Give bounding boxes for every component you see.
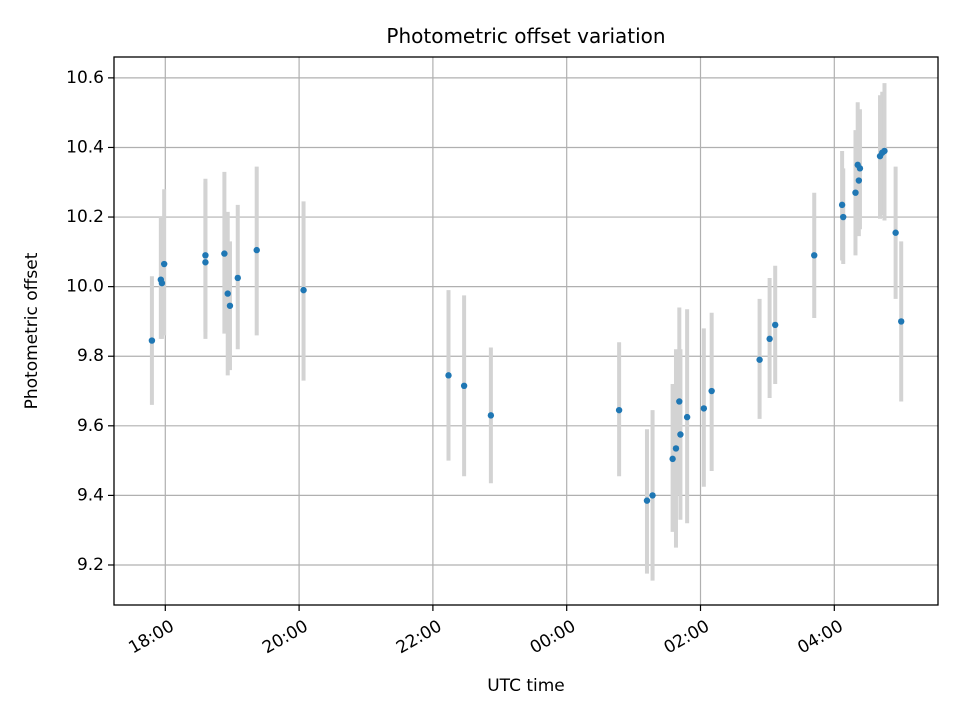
x-tick-label: 20:00: [259, 616, 311, 658]
data-point: [615, 406, 623, 414]
data-point: [300, 286, 307, 294]
y-tick-label: 10.0: [66, 277, 104, 297]
y-tick-label: 10.2: [66, 207, 104, 227]
data-point: [669, 455, 676, 463]
y-tick-label: 9.8: [77, 346, 104, 366]
data-point: [708, 387, 715, 395]
x-tick-label: 02:00: [661, 616, 713, 658]
data-point: [234, 274, 241, 282]
data-point: [460, 382, 468, 389]
data-point: [202, 252, 209, 259]
data-point: [649, 492, 656, 499]
y-tick-label: 10.4: [66, 137, 104, 157]
data-point: [852, 189, 859, 196]
data-point: [881, 147, 888, 155]
data-point: [253, 246, 260, 254]
data-point: [221, 250, 228, 257]
data-point: [766, 335, 773, 343]
chart-title: Photometric offset variation: [386, 24, 665, 48]
data-point: [898, 318, 905, 325]
x-axis-ticks: 18:00 20:00 22:00 00:00 02:00 04:00: [125, 605, 847, 658]
y-tick-label: 9.4: [77, 485, 104, 505]
data-point: [892, 229, 899, 236]
data-point: [148, 337, 156, 344]
data-point: [840, 213, 847, 221]
y-tick-label: 9.6: [77, 416, 104, 436]
data-point: [856, 165, 864, 172]
data-point: [676, 398, 683, 405]
y-axis-ticks: 9.2 9.4 9.6 9.8 10.0 10.2 10.4 10.6: [66, 68, 114, 575]
data-point: [445, 372, 452, 379]
data-point: [226, 302, 234, 309]
data-point: [838, 201, 846, 209]
y-axis-label: Photometric offset: [22, 252, 42, 409]
data-point: [772, 321, 779, 329]
data-point: [672, 445, 680, 452]
error-bars: [149, 83, 904, 581]
data-point: [224, 290, 231, 297]
data-point: [683, 413, 691, 421]
y-tick-label: 9.2: [77, 555, 104, 575]
data-point: [677, 431, 684, 438]
data-point: [700, 405, 708, 412]
data-point: [855, 177, 863, 184]
data-point: [487, 412, 495, 419]
data-points: [148, 147, 905, 504]
data-point: [811, 252, 818, 259]
x-axis-label: UTC time: [487, 676, 565, 696]
y-tick-label: 10.6: [66, 68, 104, 88]
x-tick-label: 04:00: [794, 616, 846, 658]
grid: [114, 57, 938, 605]
data-point: [756, 356, 763, 363]
x-tick-label: 22:00: [393, 616, 445, 658]
x-tick-label: 00:00: [527, 616, 579, 658]
plot-frame: [113, 56, 939, 606]
data-point: [160, 260, 168, 268]
data-point: [158, 279, 166, 287]
data-point: [202, 259, 209, 266]
x-tick-label: 18:00: [125, 616, 177, 658]
data-point: [643, 497, 651, 504]
